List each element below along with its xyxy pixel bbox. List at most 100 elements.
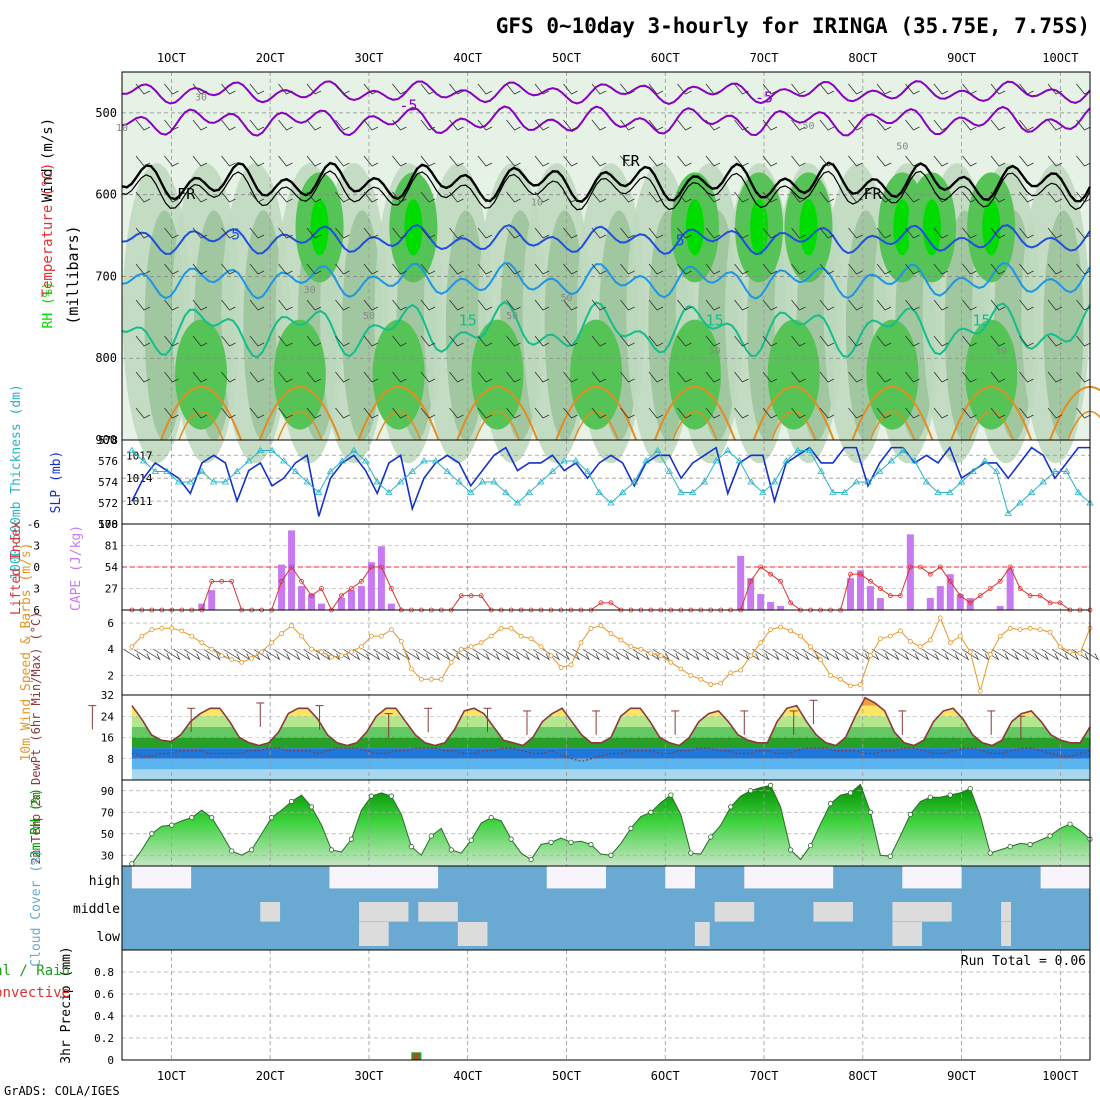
wind-point xyxy=(408,666,414,672)
cloud-mid-block xyxy=(714,902,755,922)
wind-barb xyxy=(905,191,920,203)
ylabel-precip-convective: Convective xyxy=(0,985,70,1001)
wind-point xyxy=(977,688,983,694)
thickness-point xyxy=(315,488,323,495)
rh-point xyxy=(229,848,235,854)
thickness-point xyxy=(712,457,720,464)
wind-point xyxy=(169,625,175,631)
rh-point xyxy=(947,792,953,798)
wind-barb xyxy=(335,371,350,383)
cloud-row-label-high: high xyxy=(89,874,120,889)
rh-low-plume xyxy=(372,319,425,430)
wind-barb xyxy=(420,335,436,347)
wind-barb xyxy=(392,371,407,383)
wind-barb xyxy=(534,227,550,239)
wind-point xyxy=(538,644,544,650)
x-tick-label: 6OCT xyxy=(651,1069,680,1083)
rh-point xyxy=(867,809,874,815)
wind-barb xyxy=(812,649,830,661)
wind-barb xyxy=(383,649,401,661)
rh-contour-label: 50 xyxy=(506,311,518,322)
cape-bar xyxy=(318,603,326,610)
li-point xyxy=(299,578,304,584)
cape-bar xyxy=(387,603,395,610)
wind-barb xyxy=(534,83,550,95)
wind-barb xyxy=(223,649,241,661)
wind-barb xyxy=(392,263,407,275)
cape-bar xyxy=(1006,568,1014,610)
rh-point xyxy=(787,847,794,853)
x-tick-label: 5OCT xyxy=(552,1069,581,1083)
ylabel-wind10m: 10m Wind Speed & Barbs (m/s) xyxy=(19,542,34,761)
wind-barb xyxy=(848,299,863,311)
rh-point xyxy=(308,804,315,810)
precip-convective-bar xyxy=(414,1053,419,1060)
thickness-point xyxy=(478,478,487,485)
cape-bar xyxy=(757,594,765,610)
wind-barb xyxy=(477,263,493,275)
wind-barb xyxy=(648,335,664,347)
ylabel-cape: CAPE (J/kg) xyxy=(69,525,84,611)
wind-barb xyxy=(135,371,151,383)
li-point xyxy=(868,578,873,584)
cloud-mid-block xyxy=(359,902,409,922)
wind-barb xyxy=(876,191,892,203)
wind-barb xyxy=(1019,335,1034,347)
wind-barb xyxy=(842,649,860,661)
wind-barb xyxy=(791,155,806,167)
rh-low-plume xyxy=(570,319,623,430)
cloud-high-block xyxy=(902,866,962,889)
wind-barb xyxy=(933,83,949,95)
temp-contour-20 xyxy=(950,385,1033,441)
thickness-point xyxy=(174,478,183,485)
wind-barb xyxy=(620,263,635,275)
wind-barb xyxy=(705,371,721,383)
x-tick-label: 1OCT xyxy=(157,1069,186,1083)
thickness-point xyxy=(513,499,522,506)
wind-barb xyxy=(1076,155,1091,167)
wind-barb xyxy=(563,227,578,239)
wind-barb xyxy=(506,371,521,383)
x-tick-label: 7OCT xyxy=(750,1069,779,1083)
wind-barb xyxy=(762,335,778,347)
thickness-point xyxy=(957,478,966,485)
temp-contour-10 xyxy=(121,261,1091,300)
wind-barb xyxy=(962,649,980,661)
wind-barb xyxy=(905,371,920,383)
wind-barb xyxy=(848,119,863,131)
wind-barb xyxy=(477,335,493,347)
wind-barb xyxy=(278,263,293,275)
li-point xyxy=(748,578,754,584)
wind-barb xyxy=(249,83,265,95)
rh-contour-label: 30 xyxy=(195,93,207,104)
wind-barb xyxy=(722,649,740,661)
wind-barb xyxy=(363,83,379,95)
wind-point xyxy=(369,633,374,639)
wind-barb xyxy=(592,649,610,661)
wind-barb xyxy=(990,191,1006,203)
wind-barb xyxy=(848,155,863,167)
wind-barb xyxy=(506,83,521,95)
wind-barb xyxy=(848,191,863,203)
wind-barb xyxy=(972,649,990,661)
thickness-point xyxy=(817,467,825,474)
thickness-point xyxy=(805,446,814,453)
wind-point xyxy=(598,623,604,629)
wind-barb xyxy=(734,191,749,203)
wind-barb xyxy=(791,407,806,419)
temp-contour-20 xyxy=(555,385,638,441)
wind-barb xyxy=(278,119,293,131)
wind-point xyxy=(628,644,634,650)
wind-barb xyxy=(278,83,293,95)
wind-barb xyxy=(363,227,379,239)
cape-bar xyxy=(377,546,385,610)
wind-point xyxy=(229,657,235,663)
cloud-low-block xyxy=(457,922,488,946)
wind-point xyxy=(1007,625,1013,631)
wind-barb xyxy=(620,227,635,239)
wind-barb xyxy=(791,83,806,95)
wind-barb xyxy=(392,83,407,95)
wind-barb xyxy=(164,263,179,275)
thickness-point xyxy=(875,467,884,474)
rh-point xyxy=(408,844,414,850)
